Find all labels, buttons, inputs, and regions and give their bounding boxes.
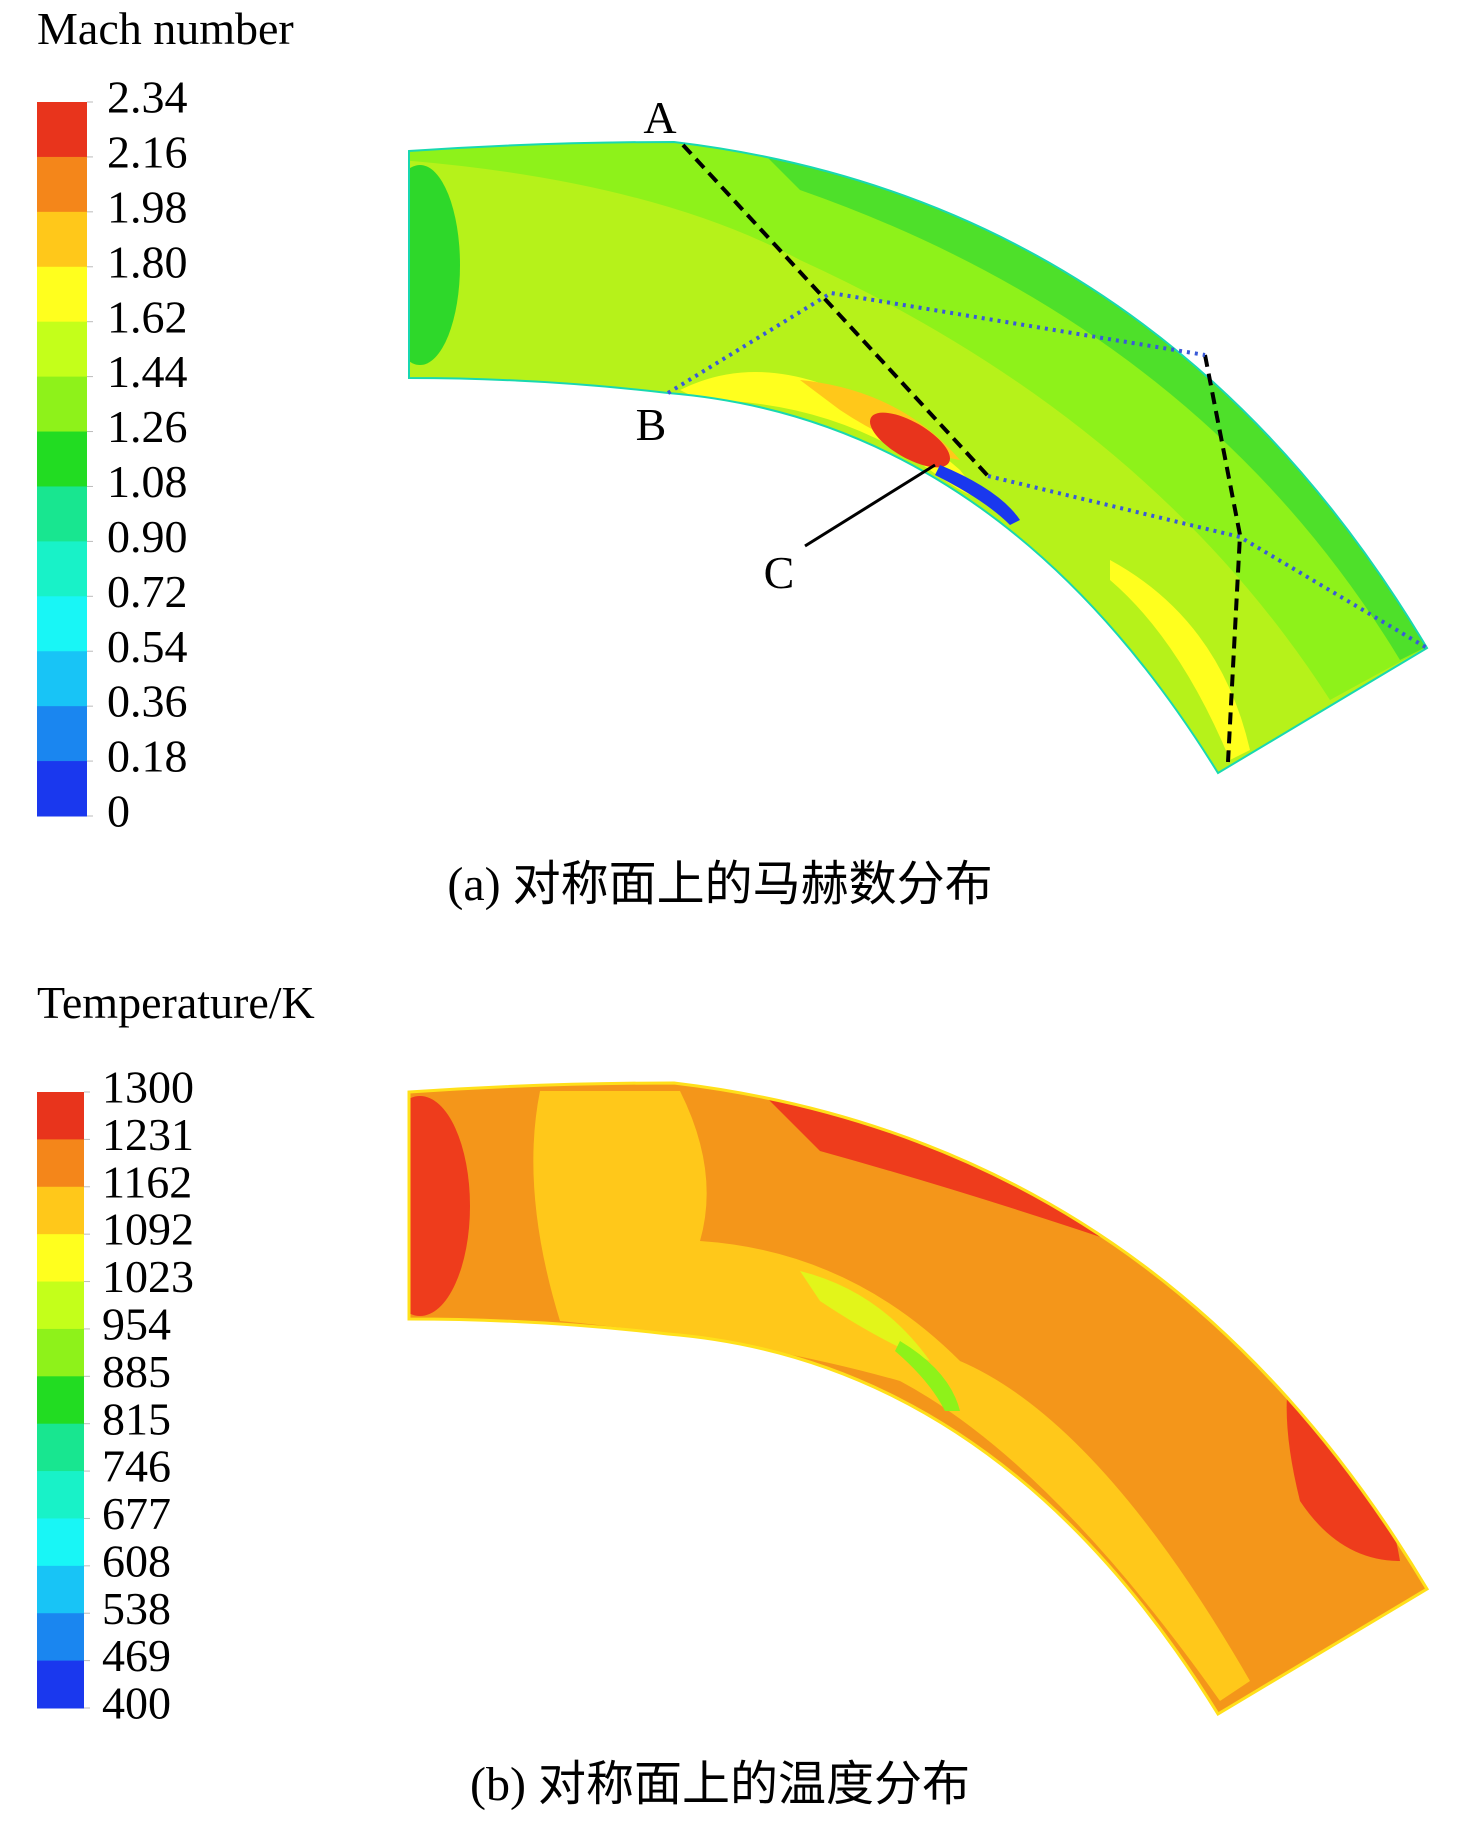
colorbar-band [37, 431, 87, 487]
colorbar-label: 1162 [102, 1156, 192, 1207]
colorbar-band [37, 1471, 84, 1519]
colorbar-label: 1300 [102, 1062, 194, 1113]
colorbar-band [37, 1234, 84, 1283]
colorbar-label: 0.18 [107, 731, 188, 782]
colorbar-label: 815 [102, 1393, 171, 1444]
colorbar: 2.342.161.981.801.621.441.261.080.900.72… [37, 72, 188, 837]
colorbar-label: 0.54 [107, 621, 188, 672]
colorbar-band [37, 1518, 84, 1567]
colorbar-band [37, 706, 87, 762]
colorbar-band [37, 596, 87, 652]
temperature-contour [407, 1081, 1430, 1717]
colorbar-band [37, 1613, 84, 1662]
colorbar-band [37, 761, 87, 817]
colorbar-label: 538 [102, 1583, 171, 1634]
colorbar-band [37, 1423, 84, 1472]
caption: (b) 对称面上的温度分布 [470, 1758, 970, 1811]
colorbar-band [37, 321, 87, 378]
colorbar-band [37, 1328, 84, 1377]
colorbar-label: 954 [102, 1298, 171, 1349]
mach-contour [408, 140, 1429, 775]
colorbar-label: 1.80 [107, 236, 188, 287]
colorbar-band [37, 1092, 84, 1140]
colorbar-band [37, 1565, 84, 1614]
colorbar-band [37, 376, 87, 433]
colorbar-label: 1023 [102, 1251, 194, 1302]
colorbar-label: 2.34 [107, 72, 188, 123]
colorbar-label: 885 [102, 1346, 171, 1397]
colorbar-label: 1231 [102, 1109, 194, 1160]
colorbar-label: 1.98 [107, 181, 188, 232]
colorbar-band [37, 102, 87, 158]
colorbar-label: 1.62 [107, 291, 188, 342]
colorbar-label: 0.36 [107, 676, 188, 727]
colorbar-label: 677 [102, 1488, 171, 1539]
colorbar-band [37, 651, 87, 707]
colorbar-band [37, 1660, 84, 1709]
colorbar-label: 1.26 [107, 401, 188, 452]
colorbar-label: 1092 [102, 1204, 194, 1255]
colorbar-band [37, 541, 87, 597]
marker-label: A [643, 92, 676, 143]
colorbar-band [37, 1139, 84, 1188]
colorbar-label: 1.08 [107, 456, 188, 507]
colorbar-label: 0.90 [107, 511, 188, 562]
marker-label: B [636, 399, 667, 450]
caption: (a) 对称面上的马赫数分布 [447, 858, 992, 911]
colorbar-label: 469 [102, 1630, 171, 1681]
colorbar-label: 0 [107, 786, 130, 837]
colorbar-label: 2.16 [107, 126, 188, 177]
colorbar-label: 746 [102, 1441, 171, 1492]
colorbar: 1300123111621092102395488581574667760853… [37, 1062, 194, 1729]
colorbar-label: 0.72 [107, 566, 188, 617]
colorbar-band [37, 211, 87, 268]
colorbar-band [37, 1186, 84, 1235]
colorbar-band [37, 156, 87, 213]
marker-label: C [764, 547, 795, 598]
colorbar-label: 608 [102, 1535, 171, 1586]
colorbar-label: 1.44 [107, 346, 188, 397]
panel-title: Mach number [37, 3, 294, 54]
colorbar-band [37, 1281, 84, 1330]
colorbar-band [37, 486, 87, 542]
colorbar-label: 400 [102, 1678, 171, 1729]
colorbar-band [37, 1376, 84, 1425]
colorbar-band [37, 266, 87, 323]
panel-title: Temperature/K [37, 977, 315, 1028]
